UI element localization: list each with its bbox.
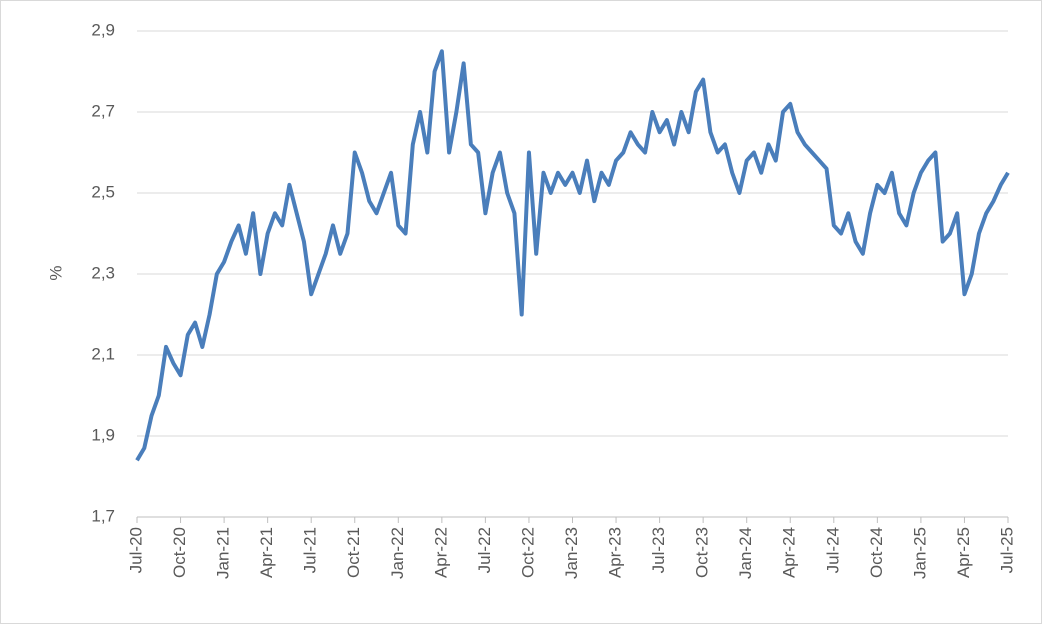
x-tick-label: Jul-21	[301, 527, 320, 573]
x-tick-label: Apr-23	[606, 527, 625, 578]
data-line	[135, 49, 1010, 462]
x-tick-label: Apr-24	[780, 527, 799, 578]
y-tick-label: 2,9	[91, 20, 115, 39]
x-tick-label: Jul-20	[126, 527, 145, 573]
x-tick-label: Jan-21	[214, 527, 233, 579]
x-tick-label: Jan-24	[736, 527, 755, 579]
x-tick-label: Jan-25	[910, 527, 929, 579]
x-tick-label: Oct-24	[867, 527, 886, 578]
x-tick-label: Apr-21	[257, 527, 276, 578]
x-tick-label: Oct-23	[693, 527, 712, 578]
x-tick-label: Apr-22	[431, 527, 450, 578]
x-tick-label: Oct-22	[518, 527, 537, 578]
x-tick-label: Jul-24	[823, 527, 842, 573]
y-tick-label: 2,3	[91, 263, 115, 282]
y-tick-label: 1,9	[91, 425, 115, 444]
x-tick-label: Oct-20	[170, 527, 189, 578]
x-tick-label: Jan-23	[562, 527, 581, 579]
x-tick-label: Jul-22	[475, 527, 494, 573]
x-tick-label: Apr-25	[954, 527, 973, 578]
y-tick-label: 2,7	[91, 101, 115, 120]
y-tick-label: 1,7	[91, 506, 115, 525]
x-tick-label: Jan-22	[388, 527, 407, 579]
y-axis-label: %	[46, 265, 65, 280]
x-tick-label: Oct-21	[344, 527, 363, 578]
x-tick-label: Jul-25	[997, 527, 1016, 573]
y-tick-label: 2,1	[91, 344, 115, 363]
y-tick-label: 2,5	[91, 182, 115, 201]
x-tick-label: Jul-23	[649, 527, 668, 573]
